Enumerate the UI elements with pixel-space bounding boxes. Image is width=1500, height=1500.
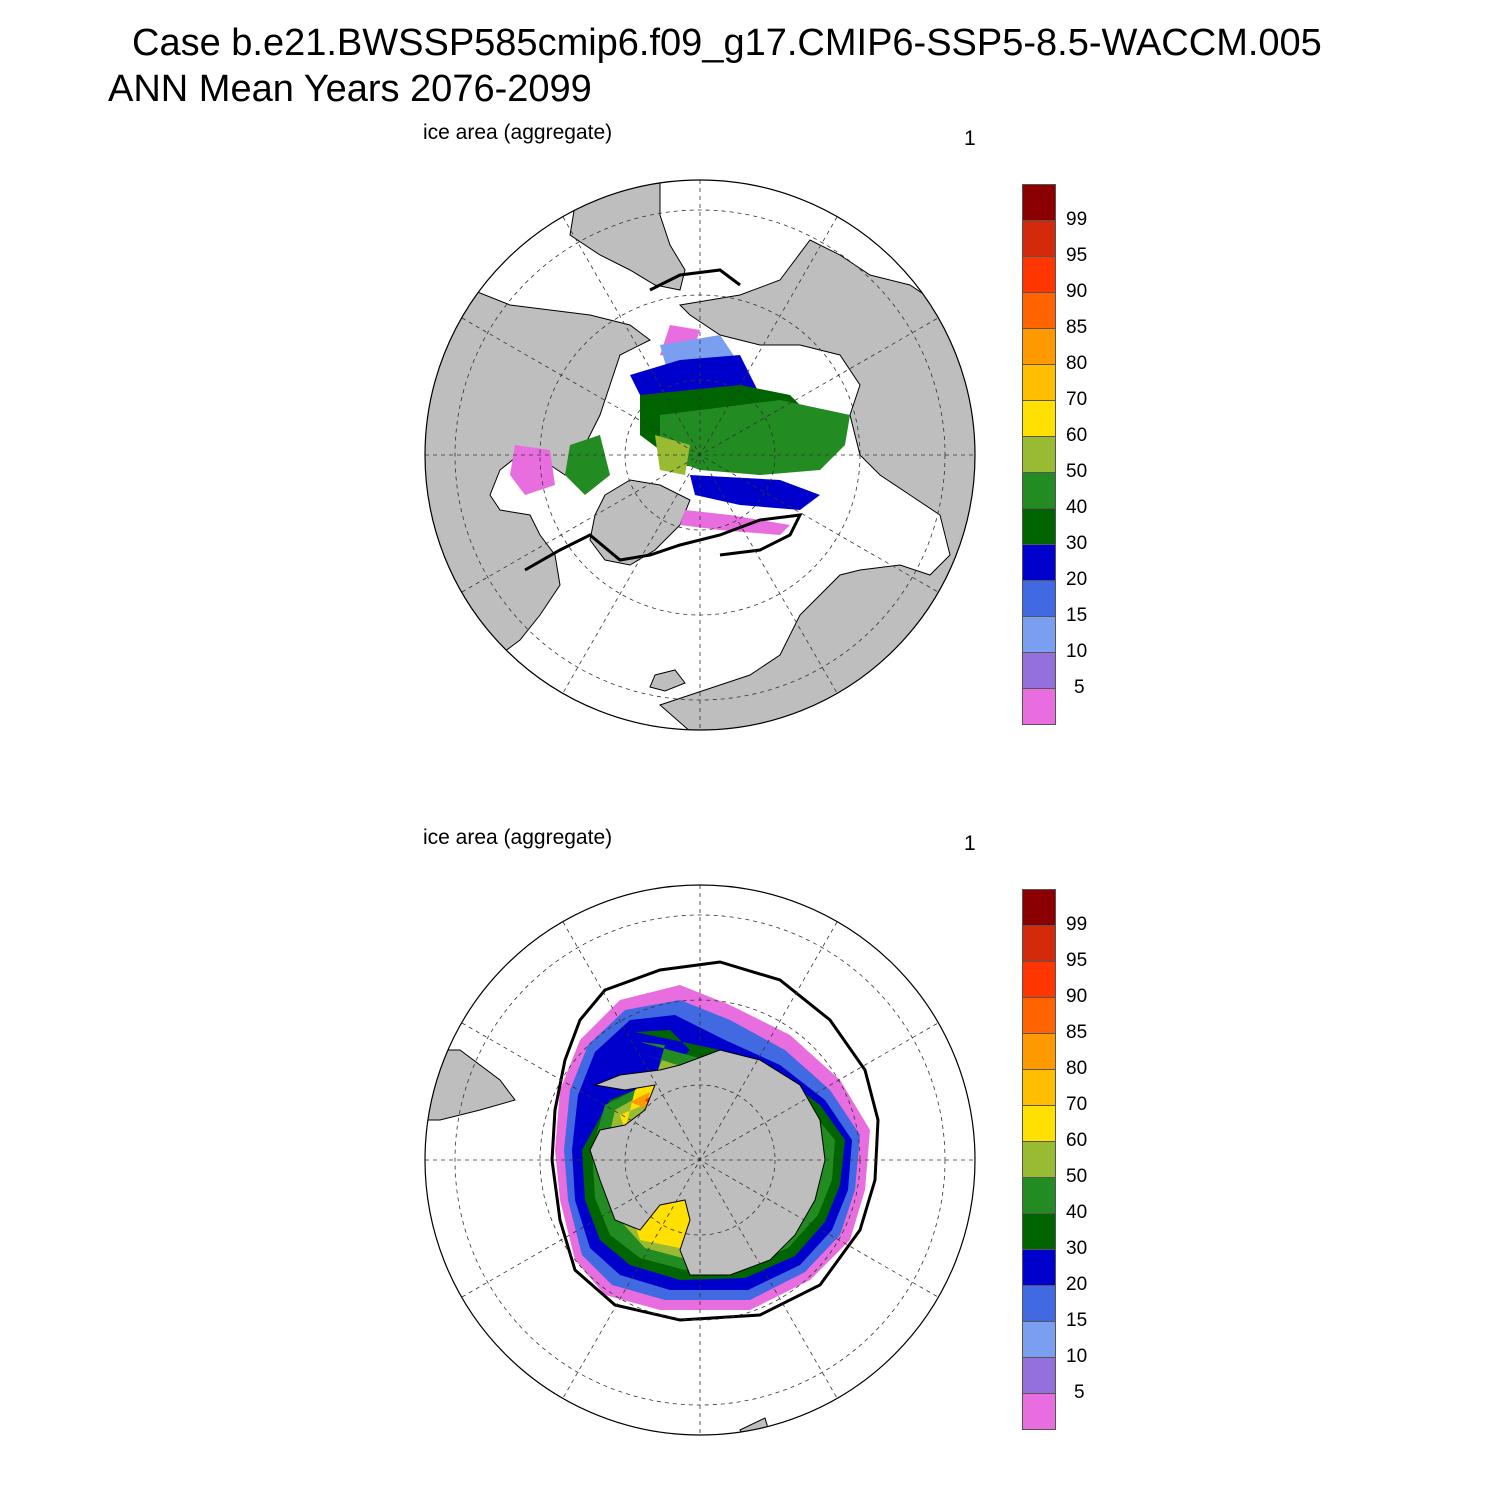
sea-ice-orange	[630, 1092, 650, 1108]
colorbar-label: 95	[1066, 950, 1088, 971]
panel-number-north: 1	[964, 127, 976, 150]
colorbar-south: 99 95 90 85 80 70 60 50 40 30 20 15 10 5	[1022, 889, 1087, 1430]
colorbar-swatch	[1022, 256, 1056, 293]
colorbar-label: 10	[1066, 641, 1088, 662]
map-boundary	[424, 179, 976, 731]
colorbar-label: 70	[1066, 1094, 1088, 1115]
colorbar-label: 10	[1066, 1346, 1088, 1367]
colorbar-swatch	[1022, 328, 1056, 365]
panel-number-south: 1	[964, 832, 976, 855]
colorbar-label: 15	[1066, 605, 1088, 626]
colorbar-swatch	[1022, 1285, 1056, 1322]
colorbar-swatch	[1022, 1069, 1056, 1106]
colorbar-label: 80	[1066, 1058, 1088, 1079]
colorbar-swatch	[1022, 1249, 1056, 1286]
figure-title-case: Case b.e21.BWSSP585cmip6.f09_g17.CMIP6-S…	[132, 22, 1322, 64]
colorbar-swatch	[1022, 472, 1056, 509]
colorbar-label: 99	[1066, 914, 1088, 935]
colorbar-label: 90	[1066, 281, 1088, 302]
land-eurasia	[659, 239, 975, 730]
colorbar-swatch	[1022, 400, 1056, 437]
colorbar-swatch	[1022, 508, 1056, 545]
map-graticule	[425, 180, 975, 730]
figure-title-period: ANN Mean Years 2076-2099	[108, 68, 592, 110]
colorbar-swatch	[1022, 184, 1056, 221]
colorbar-label: 60	[1066, 1130, 1088, 1151]
land-iceland	[649, 669, 686, 692]
colorbar-label: 70	[1066, 389, 1088, 410]
colorbar-label: 40	[1066, 497, 1088, 518]
colorbar-label: 30	[1066, 533, 1088, 554]
colorbar-swatch	[1022, 220, 1056, 257]
colorbar-swatch	[1022, 1393, 1056, 1430]
colorbar-swatch	[1022, 616, 1056, 653]
colorbar-label: 85	[1066, 1022, 1088, 1043]
south-polar-map	[424, 884, 976, 1436]
panel-title-south: ice area (aggregate)	[423, 826, 613, 849]
colorbar-swatch	[1022, 544, 1056, 581]
colorbar-swatch	[1022, 580, 1056, 617]
colorbar-label: 90	[1066, 986, 1088, 1007]
colorbar-swatch	[1022, 925, 1056, 962]
colorbar-label: 95	[1066, 245, 1088, 266]
colorbar-label: 40	[1066, 1202, 1088, 1223]
map-boundary	[424, 884, 976, 1436]
colorbar-label: 50	[1066, 461, 1088, 482]
sea-ice-barents-pink	[680, 510, 790, 535]
colorbar-swatch	[1022, 652, 1056, 689]
colorbar-swatch	[1022, 436, 1056, 473]
land-beringia	[569, 180, 686, 291]
colorbar-swatch	[1022, 1141, 1056, 1178]
sea-ice-baffin	[565, 435, 610, 495]
colorbar-label: 5	[1074, 677, 1085, 698]
sea-ice-barents-blue	[690, 475, 820, 510]
sea-ice-olive	[655, 435, 690, 475]
sea-ice-hudson-pink	[510, 445, 555, 495]
panel-title-north: ice area (aggregate)	[423, 121, 613, 144]
colorbar-label: 20	[1066, 569, 1088, 590]
colorbar-label: 15	[1066, 1310, 1088, 1331]
colorbar-swatch	[1022, 1033, 1056, 1070]
colorbar-label: 30	[1066, 1238, 1088, 1259]
colorbar-swatch	[1022, 889, 1056, 926]
colorbar-swatch	[1022, 961, 1056, 998]
colorbar-label: 80	[1066, 353, 1088, 374]
observed-ice-edge-south	[550, 960, 880, 1322]
colorbar-swatch	[1022, 1357, 1056, 1394]
colorbar-swatch	[1022, 1213, 1056, 1250]
colorbar-label: 20	[1066, 1274, 1088, 1295]
colorbar-swatch	[1022, 364, 1056, 401]
map-graticule	[425, 885, 975, 1435]
colorbar-label: 85	[1066, 317, 1088, 338]
colorbar-north: 99 95 90 85 80 70 60 50 40 30 20 15 10 5	[1022, 184, 1087, 725]
colorbar-swatch	[1022, 292, 1056, 329]
sea-ice-green	[660, 400, 850, 475]
colorbar-swatch	[1022, 1105, 1056, 1142]
colorbar-label: 50	[1066, 1166, 1088, 1187]
colorbar-swatch	[1022, 1321, 1056, 1358]
colorbar-label: 60	[1066, 425, 1088, 446]
colorbar-swatch	[1022, 688, 1056, 725]
land-antarctica	[589, 1049, 826, 1276]
colorbar-label: 99	[1066, 209, 1088, 230]
north-polar-map	[424, 179, 976, 731]
colorbar-swatch	[1022, 997, 1056, 1034]
colorbar-swatch	[1022, 1177, 1056, 1214]
colorbar-label: 5	[1074, 1382, 1085, 1403]
